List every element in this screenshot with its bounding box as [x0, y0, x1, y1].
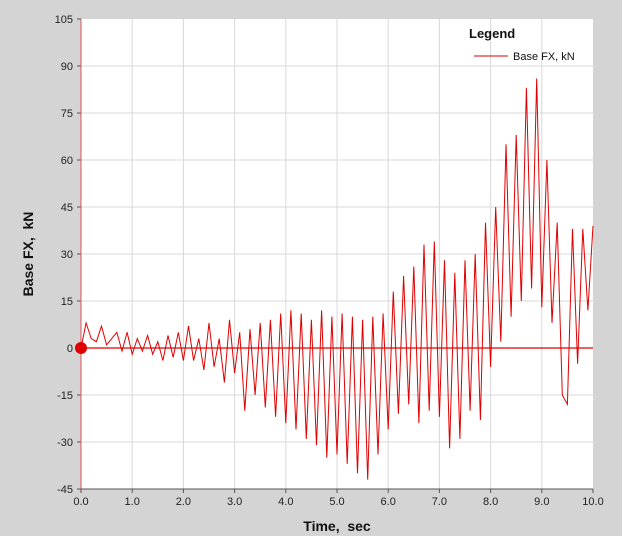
legend: Legend Base FX, kN	[469, 26, 575, 63]
cursor-marker[interactable]	[75, 342, 87, 354]
x-tick-label: 0.0	[73, 496, 88, 508]
x-tick-label: 6.0	[381, 496, 396, 508]
y-tick-label: 60	[61, 155, 73, 167]
grid	[81, 19, 593, 489]
x-tick-label: 1.0	[125, 496, 140, 508]
series-line-base-fx	[80, 78, 594, 480]
y-tick-label: -15	[57, 390, 73, 402]
y-tick-label: 90	[61, 61, 73, 73]
y-tick-label: 30	[61, 249, 73, 261]
axes	[77, 18, 594, 493]
legend-entry-base-fx: Base FX, kN	[513, 51, 575, 63]
x-tick-label: 10.0	[582, 496, 603, 508]
x-tick-label: 7.0	[432, 496, 447, 508]
legend-title: Legend	[469, 26, 515, 41]
x-tick-label: 8.0	[483, 496, 498, 508]
y-tick-label: 75	[61, 108, 73, 120]
tick-labels: 0.0 1.0 2.0 3.0 4.0 5.0 6.0 7.0 8.0 9.0 10.0 105 90 7…	[55, 14, 604, 508]
series-layer	[75, 78, 594, 480]
y-tick-label: 45	[61, 202, 73, 214]
y-axis-title: Base FX, kN	[20, 212, 36, 297]
y-tick-label: 0	[67, 343, 73, 355]
x-tick-label: 9.0	[534, 496, 549, 508]
x-tick-label: 3.0	[227, 496, 242, 508]
y-tick-label: -30	[57, 437, 73, 449]
y-tick-label: 105	[55, 14, 73, 26]
x-axis-title: Time, sec	[303, 518, 371, 534]
x-tick-label: 5.0	[329, 496, 344, 508]
x-tick-label: 2.0	[176, 496, 191, 508]
x-tick-label: 4.0	[278, 496, 293, 508]
y-tick-label: -45	[57, 484, 73, 496]
y-tick-label: 15	[61, 296, 73, 308]
